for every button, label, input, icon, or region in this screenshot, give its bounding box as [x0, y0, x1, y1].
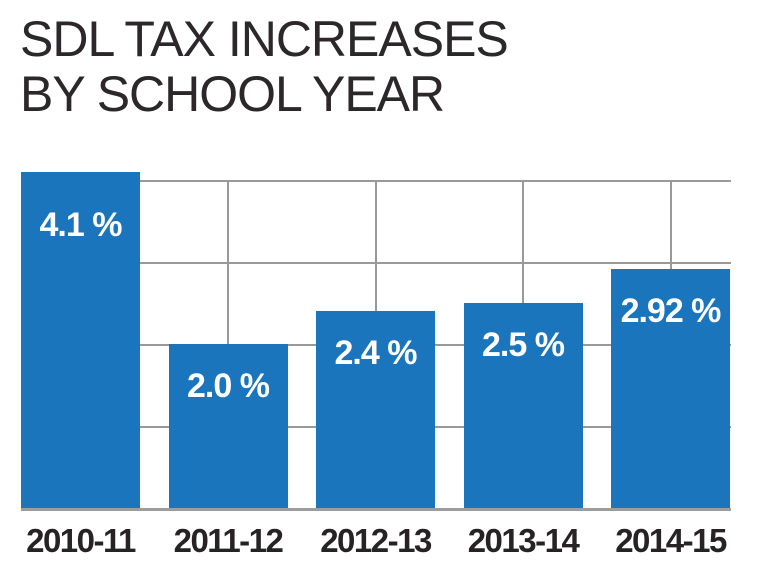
- bar-chart-plot-area: 4.1 % 2.0 % 2.4 % 2.5 % 2.92 %: [21, 140, 731, 511]
- x-axis-label-2013-14: 2013-14: [467, 522, 580, 559]
- bar-value-label: 2.4 %: [334, 334, 418, 373]
- chart-title-line1: SDL TAX INCREASES: [20, 11, 509, 67]
- bar-value-label: 2.0 %: [187, 367, 270, 405]
- bar-2011-12: 2.0 %: [168, 344, 288, 508]
- x-axis-baseline: [21, 508, 731, 511]
- chart-title: SDL TAX INCREASES BY SCHOOL YEAR: [20, 11, 509, 122]
- bar-value-label: 4.1 %: [39, 205, 123, 244]
- bar-value-label: 2.5 %: [482, 326, 565, 364]
- x-axis-label-2014-15: 2014-15: [615, 522, 727, 559]
- x-axis-label-2011-12: 2011-12: [173, 522, 284, 559]
- bar-2010-11: 4.1 %: [21, 171, 140, 508]
- bar-2012-13: 2.4 %: [316, 311, 435, 508]
- x-axis-label-2010-11: 2010-11: [26, 522, 136, 559]
- x-axis-label-2012-13: 2012-13: [320, 522, 432, 559]
- chart-title-line2: BY SCHOOL YEAR: [20, 66, 445, 122]
- bar-value-label: 2.92 %: [620, 291, 722, 330]
- bar-2014-15: 2.92 %: [611, 268, 730, 508]
- bar-2013-14: 2.5 %: [463, 303, 583, 508]
